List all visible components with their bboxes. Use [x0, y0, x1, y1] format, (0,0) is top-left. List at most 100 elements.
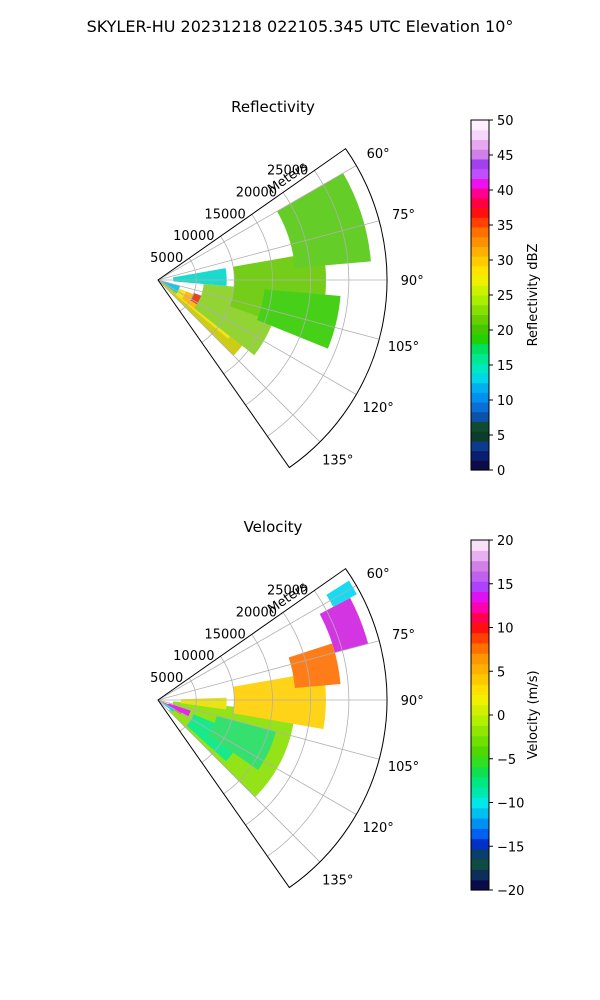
colorbar-tick-label: 40 — [497, 184, 514, 199]
colorbar-segment — [471, 725, 489, 737]
colorbar-segment — [471, 168, 489, 179]
colorbar-segment — [471, 188, 489, 199]
colorbar-segment — [471, 217, 489, 228]
data-regions — [158, 580, 369, 798]
colorbar-segment — [471, 570, 489, 582]
reflectivity-panel: Reflectivity500010000150002000025000Mete… — [150, 98, 541, 479]
grid-arc — [267, 170, 350, 437]
colorbar-segment — [471, 622, 489, 634]
colorbar-segment — [471, 838, 489, 850]
grid-arc — [245, 192, 312, 406]
colorbar-segment — [471, 411, 489, 422]
colorbar-tick-label: 15 — [497, 359, 514, 374]
colorbar-segment — [471, 246, 489, 257]
data-region — [276, 173, 371, 269]
azimuth-tick-label: 135° — [322, 454, 353, 469]
colorbar-segment — [471, 632, 489, 644]
colorbar-segment — [471, 869, 489, 881]
colorbar-segment — [471, 440, 489, 452]
colorbar-segment — [471, 653, 489, 665]
grid-radial — [157, 220, 380, 281]
colorbar-segment — [471, 807, 489, 819]
radial-tick-label: 25000 — [267, 164, 308, 179]
colorbar-segment — [471, 197, 489, 209]
radial-tick-label: 25000 — [267, 584, 308, 599]
colorbar-segment — [471, 859, 489, 871]
colorbar-segment — [471, 745, 489, 757]
azimuth-tick-label: 75° — [392, 208, 415, 223]
panel-title: Velocity — [244, 518, 303, 536]
grid-radial — [157, 585, 357, 701]
colorbar-tick-label: −20 — [497, 884, 524, 899]
colorbar-tick-label: −15 — [497, 840, 524, 855]
colorbar-segment — [471, 120, 489, 131]
grid-radial — [157, 279, 321, 443]
colorbar-segment — [471, 663, 489, 675]
colorbar-segment — [471, 756, 489, 768]
azimuth-tick-label: 135° — [322, 874, 353, 889]
radial-tick-label: 5000 — [150, 251, 183, 266]
colorbar-label: Velocity (m/s) — [526, 670, 541, 759]
grid-arc — [223, 634, 273, 795]
azimuth-tick-label: 120° — [362, 821, 393, 836]
colorbar-segment — [471, 333, 489, 345]
colorbar-segment — [471, 129, 489, 141]
colorbar-label: Reflectivity dBZ — [526, 244, 541, 347]
colorbar-segment — [471, 715, 489, 726]
colorbar-segment — [471, 295, 489, 306]
colorbar-tick-label: 15 — [497, 578, 514, 593]
colorbar-segment — [471, 550, 489, 562]
azimuth-tick-label: 90° — [401, 274, 424, 289]
colorbar-tick-label: 20 — [497, 324, 514, 339]
colorbar-segment — [471, 848, 489, 860]
colorbar-tick-label: 35 — [497, 219, 514, 234]
colorbar-segment — [471, 735, 489, 747]
grid-radial — [157, 640, 380, 701]
azimuth-tick-label: 75° — [392, 628, 415, 643]
radial-tick-label: 10000 — [173, 229, 214, 244]
colorbar-segment — [471, 265, 489, 277]
colorbar-tick-label: 5 — [497, 665, 505, 680]
colorbar-segment — [471, 694, 489, 706]
colorbar-tick-label: 0 — [497, 464, 505, 479]
data-region — [173, 268, 227, 286]
colorbar-segment — [471, 275, 489, 286]
colorbar-segment — [471, 392, 489, 403]
colorbar-segment — [471, 766, 489, 778]
colorbar-segment — [471, 560, 489, 572]
grid-arc — [223, 214, 273, 375]
colorbar-segment — [471, 797, 489, 809]
colorbar-segment — [471, 353, 489, 364]
grid-radial — [157, 279, 380, 340]
colorbar-tick-label: 10 — [497, 394, 514, 409]
figure-suptitle: SKYLER-HU 20231218 022105.345 UTC Elevat… — [87, 17, 514, 36]
data-region — [319, 597, 369, 653]
azimuth-tick-label: 105° — [388, 760, 419, 775]
colorbar-segment — [471, 285, 489, 296]
data-region — [208, 715, 276, 771]
colorbar-tick-label: 10 — [497, 622, 514, 637]
colorbar-segment — [471, 787, 489, 798]
radial-tick-label: 5000 — [150, 671, 183, 686]
colorbar-segment — [471, 363, 489, 374]
colorbar-segment — [471, 431, 489, 442]
grid-radial — [157, 699, 321, 863]
grid-arc — [201, 235, 235, 343]
colorbar-segment — [471, 460, 489, 471]
colorbar-segment — [471, 612, 489, 623]
radial-tick-label: 20000 — [236, 605, 277, 620]
radial-tick-label: 15000 — [204, 627, 245, 642]
colorbar-segment — [471, 828, 489, 840]
colorbar-segment — [471, 256, 489, 267]
colorbar-segment — [471, 684, 489, 696]
colorbar-segment — [471, 178, 489, 189]
velocity-panel: Velocity500010000150002000025000Meters60… — [150, 518, 541, 899]
colorbar-tick-label: 0 — [497, 709, 505, 724]
colorbar-segment — [471, 581, 489, 593]
azimuth-tick-label: 105° — [388, 340, 419, 355]
colorbar-segment — [471, 450, 489, 461]
data-region — [168, 703, 191, 717]
colorbar-tick-label: 30 — [497, 254, 514, 269]
colorbar-segment — [471, 207, 489, 218]
grid-radial — [157, 279, 357, 395]
